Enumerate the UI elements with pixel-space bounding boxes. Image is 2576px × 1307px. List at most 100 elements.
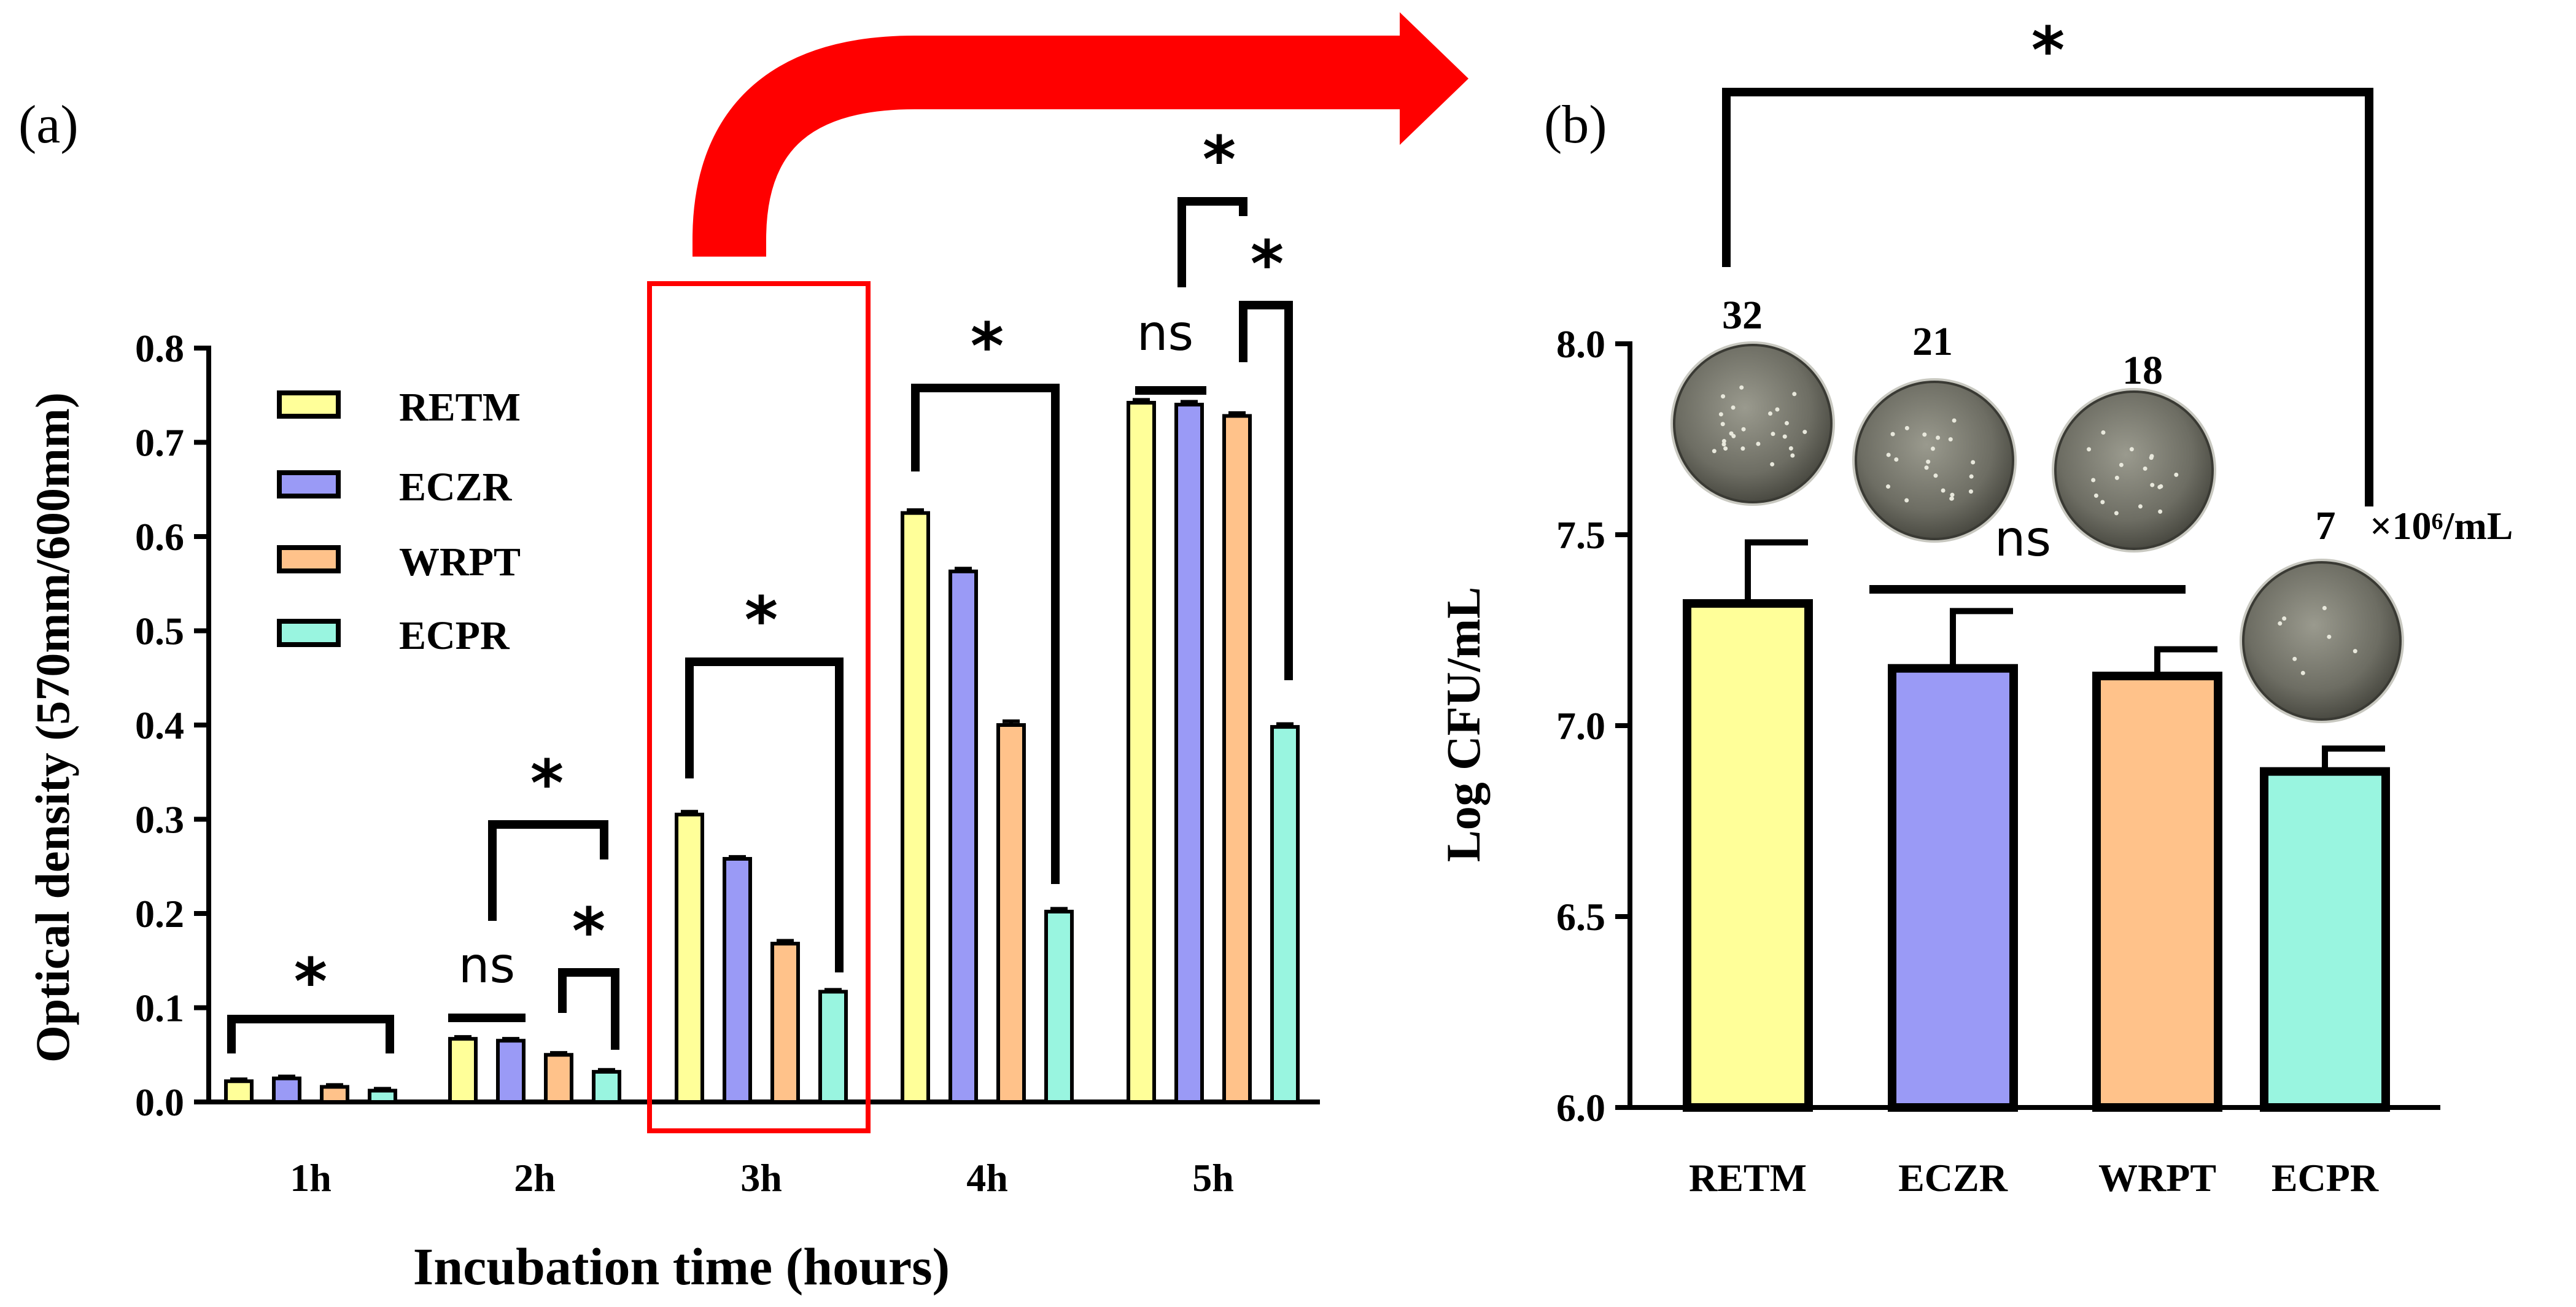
panel-a-y-tick-label: 0.8 (135, 327, 184, 370)
panel-b-sig-star-retm-ecpr: * (2031, 13, 2065, 88)
panel-b-y-tick-label: 7.0 (1556, 704, 1605, 748)
colony-dot (1756, 441, 1761, 446)
panel-a-bar-2h-eczr (496, 1039, 526, 1104)
colony-dot (1721, 394, 1726, 399)
panel-b-bar-wrpt (2092, 672, 2222, 1112)
colony-dot (1788, 446, 1793, 451)
panel-a-x-tick-label: 3h (740, 1156, 782, 1200)
panel-a: (a) 0.0 0.1 0.2 0.3 0.4 0.5 0.6 0.7 0.8 1h 2h 3h 4h… (18, 12, 1468, 1296)
colony-dot (1950, 492, 1955, 497)
panel-b-plates: 32 21 18 7 (1670, 293, 2404, 723)
colony-dot (2150, 483, 2155, 487)
panel-a-sig-bracket-2h-inner (558, 968, 619, 1050)
colony-dot (1729, 431, 1734, 436)
colony-dot (2138, 504, 2143, 509)
agar-plate-retm (1673, 344, 1833, 503)
panel-a-sig-bracket-5h-top (1177, 197, 1247, 287)
colony-dot (1941, 488, 1946, 493)
panel-a-sig-star-1h: * (294, 944, 327, 1019)
legend-swatch-wrpt (277, 545, 341, 573)
colony-count-eczr: 21 (1912, 319, 1953, 364)
panel-a-y-tick-label: 0.2 (135, 892, 184, 936)
colony-dot (2114, 475, 2119, 480)
highlight-arrow (692, 36, 1406, 257)
panel-b-bars: RETM ECZR WRPT ECPR (1683, 539, 2390, 1200)
panel-a-bar-1h-wrpt (320, 1085, 349, 1104)
colony-dot (1904, 498, 1909, 503)
colony-dot (2093, 493, 2098, 498)
colony-dot (2327, 634, 2332, 639)
colony-dot (1723, 446, 1728, 451)
panel-b-x-tick-label-ecpr: ECPR (2271, 1156, 2379, 1200)
panel-a-y-tick-label: 0.0 (135, 1080, 184, 1124)
panel-a-sig-bracket-5h-right (1239, 301, 1293, 680)
colony-count-ecpr: 7 (2316, 503, 2336, 548)
colony-dot (1930, 446, 1935, 451)
colony-dot (1886, 452, 1891, 457)
panel-b-bar-eczr (1888, 664, 2018, 1112)
colony-dot (1770, 462, 1775, 467)
colony-dot (1720, 422, 1725, 427)
panel-a-x-tick-label: 2h (514, 1156, 556, 1200)
colony-dot (1886, 484, 1891, 489)
panel-a-bar-5h-wrpt (1222, 414, 1252, 1104)
panel-a-bar-1h-retm (224, 1079, 254, 1104)
highlight-box-3h (647, 281, 871, 1133)
legend-label-retm: RETM (399, 385, 521, 430)
colony-count-retm: 32 (1722, 293, 1763, 338)
colony-dot (1933, 473, 1938, 478)
panel-a-bar-5h-eczr (1174, 403, 1204, 1104)
panel-a-bar-3h-retm (675, 812, 704, 1104)
panel-b-x-tick-label-retm: RETM (1689, 1156, 1807, 1200)
panel-a-sig-star-5h-right: * (1251, 227, 1284, 301)
panel-a-bar-3h-ecpr (818, 990, 848, 1104)
colony-dot (1802, 430, 1807, 435)
panel-b-unit-note: ×10⁶/mL (2370, 504, 2513, 548)
panel-b-bar-retm (1683, 599, 1813, 1112)
colony-dot (2091, 478, 2096, 483)
colony-dot (2157, 484, 2162, 489)
panel-a-sig-star-3h: * (745, 583, 778, 657)
panel-b-y-axis-title: Log CFU/mL (1437, 587, 1490, 863)
highlight-arrow-head (1400, 12, 1468, 145)
agar-plate-eczr (1855, 381, 2014, 540)
agar-plate-wrpt (2054, 390, 2214, 550)
panel-a-y-tick-label: 0.6 (135, 515, 184, 559)
panel-a-bar-2h-wrpt (544, 1053, 573, 1104)
colony-dot (1768, 411, 1773, 416)
colony-dot (1741, 427, 1746, 432)
panel-a-sig-star-4h: * (971, 309, 1004, 384)
panel-b-y-tick-label: 8.0 (1556, 322, 1605, 366)
colony-dot (2101, 430, 2106, 435)
panel-a-bar-5h-retm (1127, 401, 1156, 1104)
colony-dot (1792, 392, 1797, 397)
colony-dot (1948, 437, 1953, 442)
panel-a-label: (a) (18, 95, 79, 155)
panel-b-y-tick-label: 6.0 (1556, 1086, 1605, 1130)
agar-plate-ecpr (2242, 561, 2402, 721)
panel-a-sig-ns-2h: ns (459, 937, 515, 994)
colony-dot (1740, 446, 1745, 451)
panel-a-bar-4h-ecpr (1044, 909, 1074, 1104)
panel-a-x-tick-label: 5h (1192, 1156, 1234, 1200)
panel-a-bar-3h-eczr (723, 856, 752, 1104)
colony-dot (2143, 466, 2147, 471)
colony-dot (1971, 460, 1976, 465)
panel-a-sig-bracket-4h (911, 384, 1060, 884)
panel-a-y-tick-label: 0.7 (135, 421, 184, 465)
colony-dot (2300, 670, 2305, 675)
panel-a-bar-1h-eczr (272, 1076, 301, 1104)
colony-dot (2158, 509, 2163, 514)
panel-a-bar-4h-eczr (949, 569, 978, 1104)
colony-dot (2282, 616, 2287, 621)
colony-dot (1771, 432, 1775, 436)
legend-swatch-retm (277, 390, 341, 419)
colony-dot (1968, 489, 1973, 494)
legend-label-eczr: ECZR (399, 465, 513, 510)
panel-b-sig-ns-eczr-wrpt: ns (1995, 510, 2051, 567)
panel-b: (b) 6.0 6.5 7.0 7.5 8.0 RETM ECZR WRPT ECPR 32 2… (1437, 13, 2513, 1200)
panel-a-sig-star-5h-top: * (1203, 122, 1236, 197)
colony-dot (2292, 656, 2297, 661)
panel-a-sig-star-2h-outer: * (530, 746, 564, 821)
colony-dot (1721, 442, 1726, 447)
